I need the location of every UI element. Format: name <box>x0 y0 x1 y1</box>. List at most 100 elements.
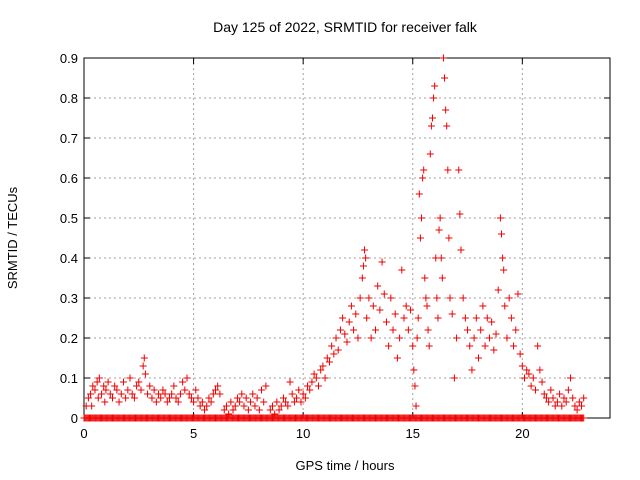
data-point <box>435 226 443 234</box>
data-point <box>317 366 325 374</box>
data-point <box>442 106 450 114</box>
data-point <box>119 378 127 386</box>
data-point <box>362 254 370 262</box>
x-tick-label: 15 <box>406 426 420 441</box>
data-point <box>341 330 349 338</box>
data-point <box>446 294 454 302</box>
data-point <box>564 386 572 394</box>
data-point <box>492 330 500 338</box>
data-point <box>371 326 379 334</box>
data-point <box>567 374 575 382</box>
data-point <box>367 334 375 342</box>
data-point <box>275 406 283 414</box>
y-tick-label: 0.2 <box>60 331 78 346</box>
data-point <box>144 390 152 398</box>
y-tick-label: 0.3 <box>60 291 78 306</box>
data-point <box>273 398 281 406</box>
data-point <box>240 402 248 410</box>
data-point <box>562 398 570 406</box>
data-point <box>431 82 439 90</box>
data-point <box>414 314 422 322</box>
data-point <box>475 354 482 362</box>
data-point <box>481 342 489 350</box>
data-point <box>84 394 92 402</box>
data-point <box>293 394 301 402</box>
data-point <box>262 382 270 390</box>
data-point <box>148 394 156 402</box>
data-point <box>363 314 371 322</box>
data-point <box>578 402 586 410</box>
data-point <box>88 402 96 410</box>
data-point <box>529 374 537 382</box>
y-axis-label: SRMTID / TECUs <box>5 186 20 289</box>
y-tick-label: 0.1 <box>60 371 78 386</box>
data-point <box>423 302 431 310</box>
data-point <box>165 394 173 402</box>
data-point <box>391 310 399 318</box>
data-point <box>244 406 252 414</box>
data-point <box>93 378 101 386</box>
data-point <box>540 390 548 398</box>
data-point <box>411 382 419 390</box>
data-point <box>549 394 557 402</box>
data-point <box>157 394 165 402</box>
data-point <box>216 390 224 398</box>
data-point <box>238 390 246 398</box>
data-point <box>400 314 408 322</box>
data-point <box>286 378 294 386</box>
y-tick-label: 0.9 <box>60 51 78 66</box>
data-point <box>421 274 429 282</box>
data-point <box>150 386 158 394</box>
data-point <box>407 306 415 314</box>
data-point <box>277 402 285 410</box>
data-point <box>196 402 204 410</box>
data-point <box>290 398 298 406</box>
data-point <box>268 402 276 410</box>
x-axis-label: GPS time / hours <box>296 458 395 473</box>
data-point <box>387 294 395 302</box>
data-point <box>450 374 458 382</box>
data-point <box>501 302 509 310</box>
data-point <box>159 386 167 394</box>
data-point <box>141 370 149 378</box>
data-point <box>389 326 397 334</box>
data-point <box>448 310 456 318</box>
data-point <box>521 374 529 382</box>
data-point <box>441 74 449 82</box>
data-point <box>242 394 250 402</box>
data-point <box>271 410 279 418</box>
data-point <box>251 402 259 410</box>
data-point <box>168 390 176 398</box>
data-point <box>249 390 257 398</box>
data-point <box>181 386 189 394</box>
data-point <box>140 354 148 362</box>
data-point <box>185 390 193 398</box>
plot-frame <box>83 57 611 419</box>
axis-ticks: 0 0.1 0.2 0.3 0.4 0.5 0.6 0.7 0.8 0.9 0 5 10 15 20 <box>60 51 610 441</box>
data-point <box>301 394 309 402</box>
data-point <box>194 394 202 402</box>
y-tick-label: 0.5 <box>60 211 78 226</box>
data-point <box>100 382 108 390</box>
data-point <box>507 314 515 322</box>
data-point <box>428 114 436 122</box>
data-point <box>190 398 198 406</box>
data-point <box>527 382 535 390</box>
data-point <box>347 302 355 310</box>
data-point <box>350 326 358 334</box>
data-point <box>139 362 147 370</box>
data-point <box>430 94 438 102</box>
grid-lines <box>84 58 610 418</box>
data-point <box>536 366 544 374</box>
data-points <box>80 54 588 422</box>
data-point <box>426 150 434 158</box>
data-point <box>279 394 287 402</box>
data-point <box>192 386 200 394</box>
y-tick-label: 0.6 <box>60 171 78 186</box>
data-point <box>282 398 290 406</box>
data-point <box>479 302 487 310</box>
data-point <box>207 398 215 406</box>
data-point <box>409 342 417 350</box>
data-point <box>345 318 353 326</box>
